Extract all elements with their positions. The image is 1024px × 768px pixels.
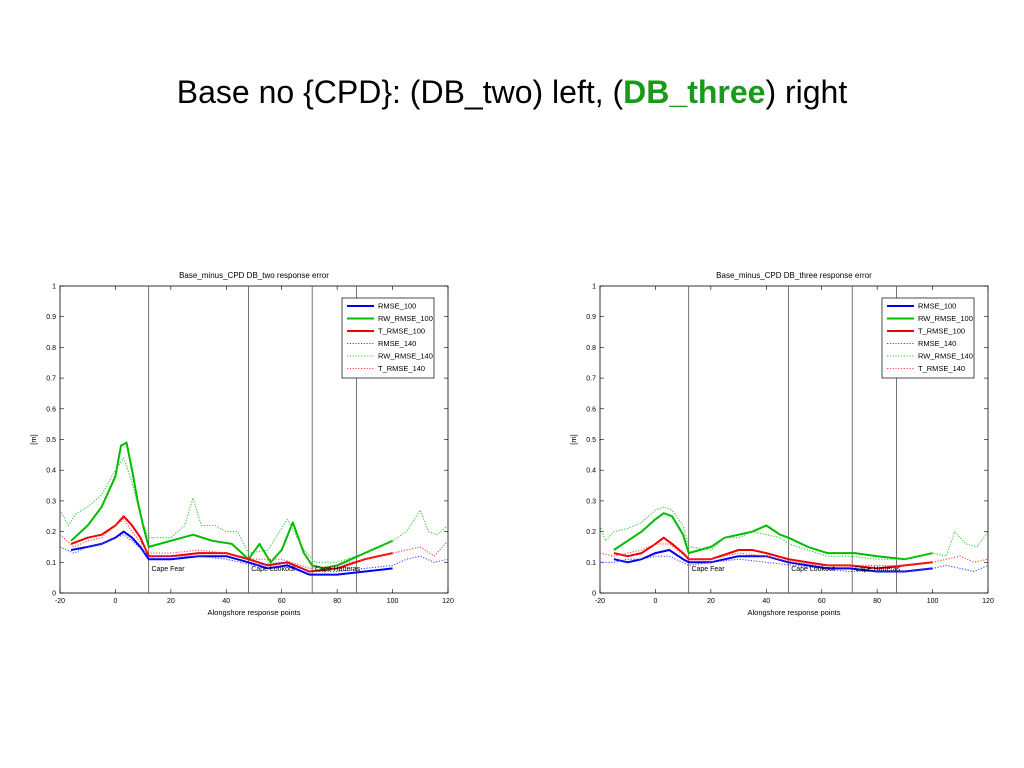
chart-db-two: Base_minus_CPD DB_two response error 0 0.1…: [29, 271, 454, 617]
x-tick-label: 0: [113, 598, 117, 605]
y-tick-label: 0.4: [46, 468, 56, 475]
annotation-cape-lookout: Cape Lookout: [791, 566, 835, 573]
legend-label-t-rmse-100: T_RMSE_100: [378, 327, 425, 336]
y-tick-label: 0: [52, 591, 56, 598]
y-tick-label: 0.2: [586, 529, 596, 536]
slide-title-part2: ) right: [765, 74, 848, 110]
x-tick-label: 120: [982, 598, 994, 605]
chart-title: Base_minus_CPD DB_three response error: [716, 271, 872, 280]
y-tick-label: 0.1: [586, 560, 596, 567]
slide-title-highlight: DB_three: [623, 74, 766, 110]
series-line-rmse-140: [600, 555, 989, 573]
legend-label-rw-rmse-140: RW_RMSE_140: [378, 352, 433, 361]
y-tick-label: 0.8: [46, 345, 56, 352]
y-tick-label: 0.1: [46, 560, 56, 567]
y-tick-label: 0.3: [586, 498, 596, 505]
y-axis-label: [m]: [29, 434, 38, 444]
y-tick-label: 0.6: [46, 406, 56, 413]
legend-label-rmse-100: RMSE_100: [378, 302, 416, 311]
y-tick-label: 0.5: [586, 437, 596, 444]
legend-label-rmse-100: RMSE_100: [918, 302, 956, 311]
x-tick-label: 40: [762, 598, 770, 605]
chart-db-three: Base_minus_CPD DB_three response error 0 0…: [569, 271, 994, 617]
y-tick-label: 1: [52, 284, 56, 291]
x-axis-label: Alongshore response points: [208, 608, 301, 617]
legend-label-rmse-140: RMSE_140: [918, 339, 956, 348]
y-tick-label: 1: [592, 284, 596, 291]
y-tick-label: 0.3: [46, 498, 56, 505]
x-tick-label: 60: [818, 598, 826, 605]
y-tick-label: 0.9: [586, 314, 596, 321]
annotation-cape-fear: Cape Fear: [691, 566, 725, 573]
slide-title: Base no {CPD}: (DB_two) left, (DB_three)…: [0, 74, 1024, 111]
y-axis-label: [m]: [569, 434, 578, 444]
x-tick-label: 120: [442, 598, 454, 605]
y-tick-label: 0.4: [586, 468, 596, 475]
series-line-rw-rmse-140: [59, 457, 449, 563]
legend-label-t-rmse-100: T_RMSE_100: [918, 327, 965, 336]
legend: RMSE_100 RW_RMSE_100 T_RMSE_100 RMSE_140 RW_…: [341, 297, 435, 379]
series-line-t-rmse-140: [599, 543, 989, 566]
annotation-cape-hatteras: Cape Hatteras: [315, 566, 361, 573]
y-tick-label: 0: [592, 591, 596, 598]
y-tick-label: 0.7: [46, 376, 56, 383]
series-line-rmse-100: [613, 549, 933, 573]
x-tick-label: 0: [653, 598, 657, 605]
legend-label-rw-rmse-100: RW_RMSE_100: [918, 314, 973, 323]
legend-label-t-rmse-140: T_RMSE_140: [918, 364, 965, 373]
x-tick-label: -20: [595, 598, 605, 605]
annotation-cape-lookout: Cape Lookout: [251, 566, 295, 573]
series-line-rw-rmse-140: [599, 506, 989, 560]
y-tick-label: 0.8: [586, 345, 596, 352]
x-axis-label: Alongshore response points: [748, 608, 841, 617]
annotation-cape-hatteras: Cape Hatteras: [855, 566, 901, 573]
x-tick-label: 80: [873, 598, 881, 605]
legend: RMSE_100 RW_RMSE_100 T_RMSE_100 RMSE_140 RW_…: [881, 297, 975, 379]
x-tick-label: 60: [278, 598, 286, 605]
series-line-rmse-140: [59, 534, 449, 573]
x-tick-label: 80: [333, 598, 341, 605]
series-line-rw-rmse-100: [70, 441, 394, 570]
x-tick-label: 20: [167, 598, 175, 605]
x-tick-label: 100: [387, 598, 399, 605]
legend-label-t-rmse-140: T_RMSE_140: [378, 364, 425, 373]
legend-label-rmse-140: RMSE_140: [378, 339, 416, 348]
y-tick-label: 0.5: [46, 437, 56, 444]
y-tick-label: 0.7: [586, 376, 596, 383]
y-tick-label: 0.2: [46, 529, 56, 536]
x-tick-label: 20: [707, 598, 715, 605]
x-tick-label: -20: [55, 598, 65, 605]
series-line-t-rmse-140: [59, 518, 449, 569]
y-tick-label: 0.9: [46, 314, 56, 321]
chart-title: Base_minus_CPD DB_two response error: [179, 271, 329, 280]
legend-box: [881, 297, 975, 379]
legend-label-rw-rmse-140: RW_RMSE_140: [918, 352, 973, 361]
annotation-cape-fear: Cape Fear: [151, 566, 185, 573]
legend-box: [341, 297, 435, 379]
series-line-rw-rmse-100: [613, 512, 933, 561]
slide-title-part1: Base no {CPD}: (DB_two) left, (: [176, 74, 624, 110]
x-tick-label: 40: [222, 598, 230, 605]
y-tick-label: 0.6: [586, 406, 596, 413]
legend-label-rw-rmse-100: RW_RMSE_100: [378, 314, 433, 323]
x-tick-label: 100: [927, 598, 939, 605]
